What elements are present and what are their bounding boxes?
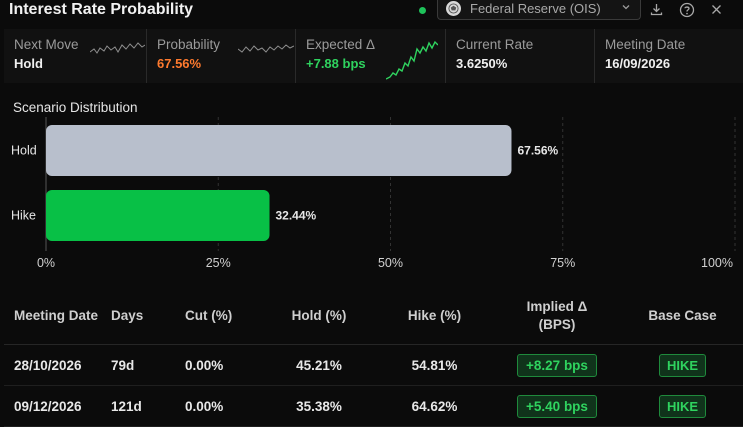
cell-date: 09/12/2026 [14, 398, 82, 414]
stat-label: Meeting Date [605, 37, 686, 52]
bar-value-label: 67.56% [517, 144, 558, 158]
bar-hike [46, 190, 270, 241]
cell-days: 121d [111, 398, 142, 414]
chart-title: Scenario Distribution [13, 100, 138, 115]
source-label: Federal Reserve (OIS) [470, 1, 601, 16]
chevron-down-icon [622, 5, 630, 10]
implied-delta-pill: +8.27 bps [517, 353, 597, 377]
live-status-dot [419, 7, 426, 14]
scenario-distribution-chart: Hold 67.56% Hike 32.44% 0% 25% 50% 75% 100% [11, 117, 736, 270]
stat-meeting-date: Meeting Date 16/09/2026 [595, 29, 743, 83]
stat-current-rate: Current Rate 3.6250% [446, 29, 595, 83]
base-case-badge: HIKE [658, 394, 707, 418]
category-label: Hike [11, 209, 36, 223]
header-cut: Cut (%) [185, 308, 233, 323]
cell-base-case: HIKE [622, 353, 743, 377]
base-case-badge: HIKE [658, 353, 707, 377]
stat-value: +7.88 bps [306, 56, 366, 71]
stat-probability: Probability 67.56% [147, 29, 296, 83]
header-hike: Hike (%) [407, 308, 462, 323]
bar-hold [46, 125, 512, 176]
cell-implied: +5.40 bps [492, 394, 622, 418]
cell-cut: 0.00% [185, 398, 224, 414]
stat-label: Current Rate [456, 37, 534, 52]
cell-hold: 45.21% [296, 357, 342, 373]
x-tick-label: 75% [550, 256, 575, 270]
x-tick-label: 25% [206, 256, 231, 270]
x-tick-label: 100% [701, 256, 733, 270]
source-dropdown[interactable]: Federal Reserve (OIS) [437, 0, 641, 20]
cell-hike: 54.81% [411, 357, 458, 373]
header-meeting-date: Meeting Date [14, 308, 99, 323]
cell-hike: 64.62% [411, 398, 458, 414]
header-base-case: Base Case [648, 308, 717, 323]
widget-title: Interest Rate Probability [9, 1, 194, 18]
stat-label: Probability [157, 37, 221, 52]
cell-implied: +8.27 bps [492, 353, 622, 377]
cell-cut: 0.00% [185, 357, 224, 373]
x-tick-label: 0% [37, 256, 55, 270]
x-tick-label: 50% [378, 256, 403, 270]
sparkline-icon [386, 40, 438, 80]
table-row: 09/12/2026 121d 0.00% 35.38% 64.62% +5.4… [4, 386, 743, 427]
category-label: Hold [11, 144, 37, 158]
stat-expected-delta: Expected Δ +7.88 bps [296, 29, 446, 83]
stat-next-move: Next Move Hold [4, 29, 147, 83]
stat-value: 3.6250% [456, 56, 508, 71]
cell-hold: 35.38% [296, 398, 342, 414]
title-bar: Interest Rate Probability Federal Reserv… [0, 0, 743, 22]
download-icon[interactable] [648, 1, 665, 18]
federal-reserve-seal-icon [446, 1, 461, 16]
sparkline-icon [90, 42, 145, 54]
implied-delta-pill: +5.40 bps [517, 394, 597, 418]
header-implied-delta: Implied Δ (BPS) [526, 299, 588, 332]
cell-days: 79d [111, 357, 135, 373]
sparkline-icon [238, 44, 294, 53]
close-icon[interactable] [708, 1, 725, 18]
table-header: Meeting Date Days Cut (%) Hold (%) Hike … [4, 288, 743, 345]
header-days: Days [111, 308, 144, 323]
stat-label: Expected Δ [306, 37, 376, 52]
table-row: 28/10/2026 79d 0.00% 45.21% 54.81% +8.27… [4, 345, 743, 386]
header-hold: Hold (%) [291, 308, 347, 323]
meetings-table: Meeting Date Days Cut (%) Hold (%) Hike … [4, 288, 743, 427]
stat-value: Hold [14, 56, 43, 71]
help-icon[interactable] [678, 1, 695, 18]
stat-label: Next Move [14, 37, 79, 52]
cell-date: 28/10/2026 [14, 357, 82, 373]
stat-value: 67.56% [157, 56, 202, 71]
stat-value: 16/09/2026 [605, 56, 671, 71]
cell-base-case: HIKE [622, 394, 743, 418]
bar-value-label: 32.44% [276, 209, 317, 223]
stats-strip: Next Move Hold Probability 67.56% Expect… [4, 29, 743, 83]
